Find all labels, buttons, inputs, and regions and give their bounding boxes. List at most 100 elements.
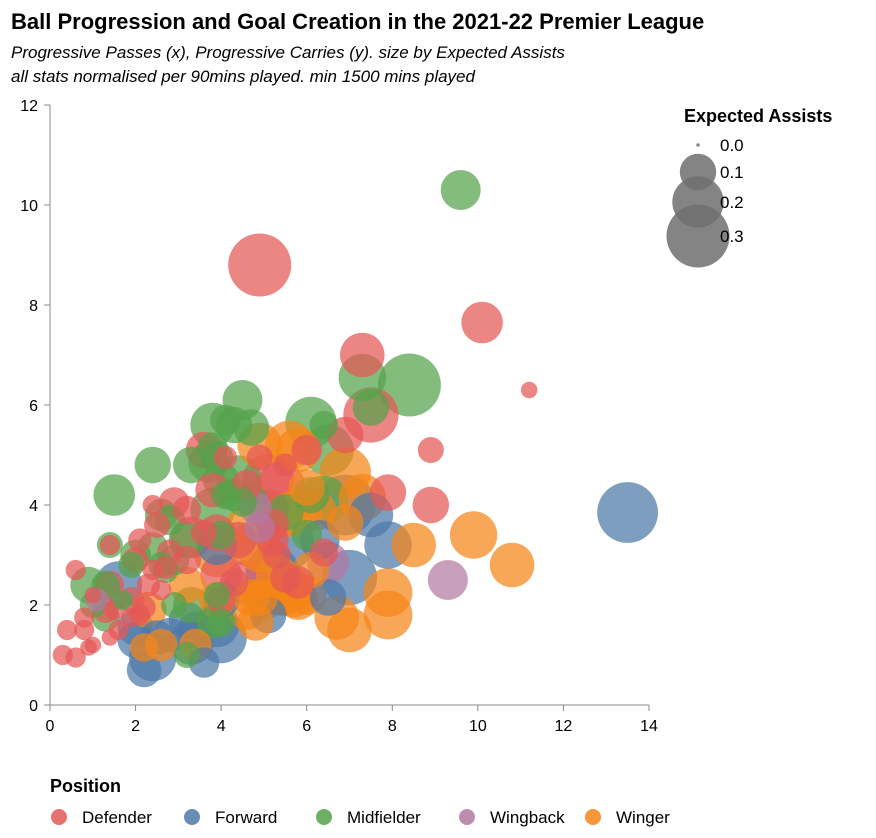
data-point-winger [489, 542, 535, 588]
data-point-midfielder [93, 474, 135, 516]
data-point-midfielder [440, 170, 481, 210]
data-point-midfielder [352, 389, 390, 426]
data-point-defender [121, 607, 142, 628]
data-point-forward [597, 482, 658, 543]
color-legend-label: Winger [616, 808, 670, 827]
data-point-winger [288, 469, 325, 506]
y-tick-label: 6 [29, 398, 38, 415]
color-legend-symbol [585, 809, 601, 825]
data-point-defender [213, 445, 237, 470]
data-point-winger [327, 607, 372, 653]
data-point-defender [142, 559, 163, 581]
data-point-defender [80, 639, 97, 656]
color-legend-label: Wingback [490, 808, 565, 827]
color-legend-item-midfielder: Midfielder [316, 808, 421, 827]
data-point-midfielder [228, 488, 257, 517]
data-point-winger [129, 633, 159, 662]
x-tick-label: 0 [46, 718, 55, 735]
data-point-forward [309, 579, 347, 616]
data-point-midfielder [232, 409, 270, 446]
data-point-winger [327, 504, 364, 541]
data-point-defender [74, 619, 95, 641]
data-point-defender [273, 453, 297, 477]
data-point-winger [363, 590, 413, 640]
data-point-forward [126, 652, 162, 688]
data-point-defender [228, 233, 292, 297]
color-legend-item-forward: Forward [184, 808, 277, 827]
data-point-defender [144, 512, 170, 538]
data-point-defender [461, 301, 503, 344]
data-point-winger [391, 522, 437, 568]
data-point-defender [412, 486, 449, 524]
data-point-defender [270, 562, 301, 593]
x-tick-label: 10 [469, 718, 487, 735]
data-point-midfielder [161, 592, 188, 618]
chart-title: Ball Progression and Goal Creation in th… [11, 9, 704, 34]
data-point-midfielder [210, 404, 241, 436]
x-tick-label: 2 [131, 718, 140, 735]
y-tick-label: 0 [29, 698, 38, 715]
y-tick-label: 4 [29, 498, 38, 515]
chart-subtitle-line-1: Progressive Passes (x), Progressive Carr… [11, 43, 565, 62]
data-point-defender [65, 647, 86, 668]
color-legend-title: Position [50, 776, 121, 796]
data-point-defender [101, 629, 119, 646]
data-point-wingback [427, 560, 468, 600]
size-legend-symbol [666, 204, 730, 268]
size-legend-symbol [696, 143, 700, 147]
size-legend-label: 0.1 [720, 163, 744, 182]
color-legend-label: Forward [215, 808, 277, 827]
data-point-winger [237, 604, 274, 641]
size-legend-item: 0.3 [666, 204, 744, 268]
size-legend-label: 0.2 [720, 193, 744, 212]
data-point-midfielder [206, 608, 236, 637]
size-legend-title: Expected Assists [684, 106, 832, 126]
data-point-defender [520, 381, 538, 399]
data-point-defender [151, 579, 172, 601]
color-legend-label: Midfielder [347, 808, 421, 827]
x-axis-ticks: 0 2 4 6 8 10 12 14 [46, 705, 658, 735]
y-tick-label: 10 [20, 198, 38, 215]
data-point-midfielder [309, 410, 338, 440]
data-point-midfielder [134, 446, 171, 484]
data-point-defender [142, 494, 163, 516]
y-tick-label: 12 [20, 98, 38, 115]
data-point-defender [191, 519, 217, 546]
size-legend: Expected Assists 0.0 0.1 0.2 0.3 [666, 106, 832, 268]
data-point-defender [309, 538, 338, 567]
data-point-defender [340, 332, 385, 378]
x-tick-label: 12 [555, 718, 573, 735]
size-legend-label: 0.0 [720, 136, 744, 155]
plot-area: 0 2 4 6 8 10 12 14 0 2 4 6 8 10 12 [20, 98, 658, 735]
x-tick-label: 4 [217, 718, 226, 735]
y-axis-ticks: 0 2 4 6 8 10 12 [20, 98, 50, 715]
size-legend-label: 0.3 [720, 227, 744, 246]
data-point-midfielder [112, 589, 133, 611]
size-legend-item: 0.0 [696, 136, 744, 155]
data-point-defender [128, 528, 152, 552]
data-point-midfielder [203, 582, 230, 608]
data-point-defender [369, 474, 407, 511]
y-tick-label: 8 [29, 298, 38, 315]
data-point-wingback [244, 512, 275, 543]
data-point-defender [57, 619, 78, 641]
color-legend-symbol [51, 809, 67, 825]
data-point-defender [65, 559, 86, 581]
data-point-winger [449, 511, 498, 559]
data-point-midfielder [173, 642, 200, 668]
chart-subtitle-line-2: all stats normalised per 90mins played. … [11, 67, 476, 86]
data-points [52, 170, 658, 688]
color-legend-item-wingback: Wingback [459, 808, 565, 827]
color-legend: Position Defender Forward Midfielder Wingba… [50, 776, 670, 827]
data-point-defender [172, 495, 202, 525]
y-tick-label: 2 [29, 598, 38, 615]
data-point-defender [246, 444, 273, 471]
data-point-defender [262, 540, 291, 570]
color-legend-item-defender: Defender [51, 808, 152, 827]
data-point-defender [417, 437, 444, 463]
data-point-defender [84, 586, 102, 604]
data-point-defender [291, 434, 323, 466]
color-legend-symbol [459, 809, 475, 825]
color-legend-label: Defender [82, 808, 152, 827]
